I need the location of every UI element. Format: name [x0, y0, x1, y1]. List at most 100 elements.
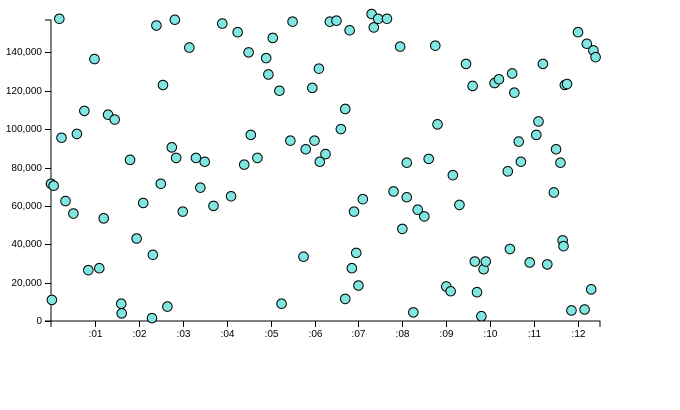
- data-point: [68, 208, 79, 219]
- data-point: [509, 87, 520, 98]
- data-point: [298, 251, 309, 263]
- x-tick-label: :09: [440, 329, 454, 340]
- data-point: [348, 206, 360, 217]
- x-tick-label: :03: [177, 329, 191, 340]
- data-point: [208, 200, 219, 212]
- data-point: [267, 32, 279, 44]
- data-point: [585, 284, 597, 295]
- data-point: [98, 213, 110, 224]
- data-point: [555, 157, 566, 169]
- data-point: [590, 51, 601, 63]
- data-point: [307, 82, 318, 94]
- data-point: [353, 280, 364, 291]
- y-axis-line: [45, 19, 52, 322]
- data-point: [300, 143, 312, 155]
- data-point: [216, 18, 228, 29]
- data-point: [493, 73, 505, 85]
- data-point: [502, 166, 514, 177]
- data-point: [147, 249, 159, 261]
- x-axis: :01:02:03:04:05:06:07:08:09:10:11:12: [50, 320, 601, 340]
- data-point: [372, 13, 384, 25]
- data-point: [252, 152, 263, 164]
- data-point: [388, 186, 399, 197]
- y-tick-label: 60,000: [11, 201, 42, 212]
- data-point: [381, 13, 393, 25]
- data-point: [157, 79, 169, 91]
- data-point: [56, 132, 67, 144]
- data-point: [515, 156, 527, 168]
- data-point: [263, 69, 274, 80]
- data-point: [550, 143, 562, 155]
- x-tick-label: :04: [221, 329, 235, 340]
- x-tick-label: :12: [572, 329, 586, 340]
- data-point: [151, 20, 162, 31]
- data-point: [445, 285, 456, 297]
- data-point: [287, 16, 298, 27]
- data-point: [447, 169, 459, 181]
- data-point: [320, 148, 331, 160]
- data-point: [357, 193, 369, 205]
- x-tick-label: :06: [309, 329, 323, 340]
- data-point: [238, 159, 250, 170]
- data-point: [170, 152, 182, 164]
- data-point: [131, 233, 142, 244]
- data-point: [419, 211, 430, 222]
- data-point: [199, 156, 211, 168]
- y-axis: 0 20,000 40,000 60,000 80,000 100,000 120,000 1…: [6, 19, 52, 327]
- data-point: [346, 262, 358, 274]
- data-point: [89, 53, 100, 65]
- data-point: [471, 286, 483, 298]
- data-point: [260, 52, 272, 64]
- data-point: [460, 58, 472, 70]
- data-point: [339, 103, 351, 115]
- data-point: [48, 180, 59, 192]
- data-point: [469, 256, 481, 267]
- data-point: [432, 119, 443, 130]
- data-point: [533, 116, 544, 127]
- data-point: [408, 307, 419, 318]
- data-point: [368, 22, 380, 33]
- data-point: [524, 257, 536, 268]
- y-tick-label: 0: [36, 316, 42, 327]
- data-points: [45, 8, 601, 324]
- data-point: [344, 25, 355, 36]
- data-point: [581, 38, 593, 50]
- data-point: [60, 195, 71, 207]
- data-point: [195, 182, 206, 193]
- y-tick-label: 120,000: [6, 86, 43, 97]
- x-axis-line: [50, 320, 601, 327]
- data-point: [169, 14, 181, 26]
- data-point: [71, 128, 83, 140]
- data-point: [83, 264, 94, 276]
- data-point: [401, 157, 413, 169]
- data-point: [480, 256, 492, 267]
- data-point: [430, 40, 441, 51]
- data-point: [124, 154, 136, 166]
- data-point: [504, 243, 516, 255]
- data-point: [177, 206, 189, 217]
- x-tick-label: :10: [484, 329, 498, 340]
- data-point: [285, 135, 296, 146]
- data-point: [245, 129, 257, 141]
- y-tick-label: 40,000: [11, 239, 42, 250]
- data-point: [116, 308, 128, 319]
- data-point: [232, 26, 243, 38]
- data-point: [476, 310, 487, 322]
- data-point: [412, 204, 424, 216]
- data-point: [506, 68, 518, 79]
- data-point: [423, 153, 435, 165]
- data-point: [541, 259, 553, 270]
- data-point: [309, 135, 320, 146]
- data-point: [46, 294, 58, 306]
- data-point: [566, 305, 577, 316]
- x-tick-label: :07: [352, 329, 366, 340]
- data-point: [394, 41, 406, 52]
- data-point: [339, 293, 351, 305]
- data-point: [314, 156, 326, 168]
- data-point: [109, 114, 120, 125]
- data-point: [548, 187, 560, 198]
- data-point: [94, 262, 105, 274]
- data-point: [454, 199, 465, 211]
- data-point: [146, 312, 158, 324]
